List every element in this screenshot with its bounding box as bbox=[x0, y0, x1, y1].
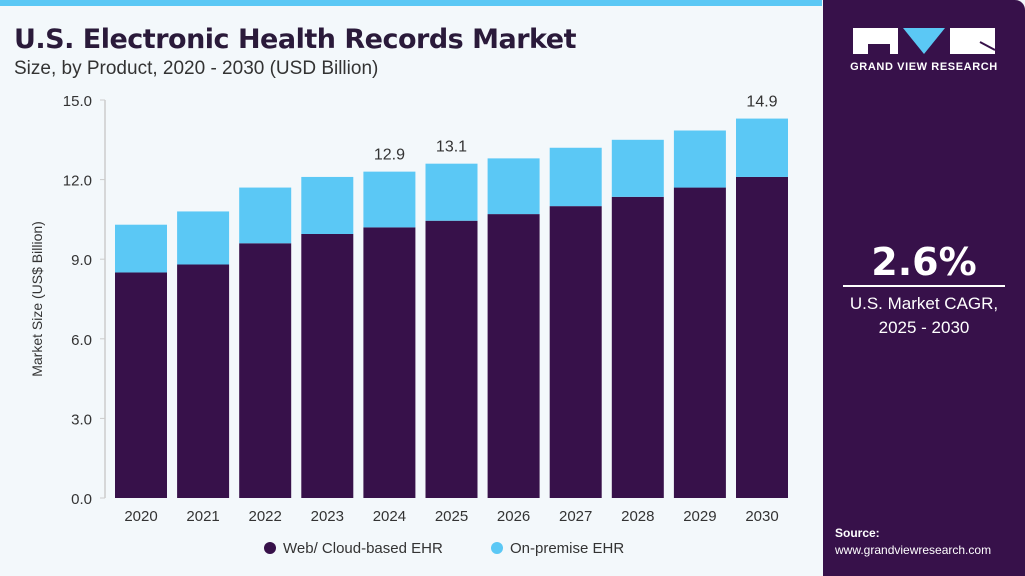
y-axis-label: Market Size (US$ Billion) bbox=[29, 221, 45, 377]
bar-on-premise-2029 bbox=[673, 130, 726, 188]
legend-label: On-premise EHR bbox=[510, 540, 624, 557]
x-tick-label: 2023 bbox=[311, 508, 344, 525]
bar-on-premise-2027 bbox=[549, 147, 602, 207]
data-label-2030: 14.9 bbox=[746, 94, 777, 111]
legend-marker bbox=[491, 542, 503, 554]
bar-on-premise-2024 bbox=[363, 171, 416, 228]
x-tick-label: 2025 bbox=[435, 508, 468, 525]
source-label: Source: bbox=[835, 526, 880, 540]
data-label-2025: 13.1 bbox=[436, 139, 467, 156]
bar-on-premise-2020 bbox=[115, 224, 167, 273]
top-accent-bar bbox=[0, 0, 822, 6]
x-tick-label: 2022 bbox=[249, 508, 282, 525]
x-tick-label: 2026 bbox=[497, 508, 530, 525]
chart-title: U.S. Electronic Health Records Market bbox=[14, 24, 577, 55]
bar-web-cloud-2025 bbox=[425, 220, 478, 498]
bar-web-cloud-2030 bbox=[736, 176, 788, 499]
y-tick-label: 3.0 bbox=[71, 411, 92, 428]
gvr-logo-icon bbox=[853, 28, 995, 54]
data-label-2024: 12.9 bbox=[374, 147, 405, 164]
bar-web-cloud-2028 bbox=[611, 196, 664, 498]
cagr-label: U.S. Market CAGR, 2025 - 2030 bbox=[823, 292, 1025, 340]
x-tick-label: 2024 bbox=[373, 508, 406, 525]
x-tick-label: 2020 bbox=[124, 508, 157, 525]
x-tick-label: 2021 bbox=[186, 508, 219, 525]
bar-web-cloud-2023 bbox=[301, 233, 354, 498]
y-tick-label: 9.0 bbox=[71, 252, 92, 269]
logo-text: GRAND VIEW RESEARCH bbox=[850, 61, 998, 73]
bar-on-premise-2025 bbox=[425, 163, 478, 221]
bar-on-premise-2030 bbox=[736, 118, 788, 177]
cagr-value: 2.6% bbox=[871, 240, 977, 284]
bar-web-cloud-2022 bbox=[239, 243, 292, 498]
bar-on-premise-2026 bbox=[487, 158, 540, 215]
x-tick-label: 2030 bbox=[745, 508, 778, 525]
y-tick-label: 15.0 bbox=[63, 93, 92, 110]
legend-marker bbox=[264, 542, 276, 554]
bar-web-cloud-2027 bbox=[549, 206, 602, 498]
sidebar-panel: GRAND VIEW RESEARCH 2.6% U.S. Market CAG… bbox=[823, 0, 1025, 576]
bar-web-cloud-2026 bbox=[487, 214, 540, 499]
y-tick-label: 0.0 bbox=[71, 491, 92, 508]
bar-on-premise-2028 bbox=[611, 139, 664, 197]
bar-on-premise-2022 bbox=[239, 187, 292, 244]
legend-label: Web/ Cloud-based EHR bbox=[283, 540, 443, 557]
bar-web-cloud-2021 bbox=[177, 264, 230, 498]
cagr-label-line2: 2025 - 2030 bbox=[878, 318, 970, 337]
y-tick-label: 6.0 bbox=[71, 332, 92, 349]
bar-web-cloud-2024 bbox=[363, 227, 416, 499]
divider bbox=[843, 285, 1005, 287]
bar-chart: 0.0 3.0 6.0 9.0 12.0 15.0 Market Size (US$ Bil… bbox=[29, 93, 788, 557]
x-tick-label: 2027 bbox=[559, 508, 592, 525]
y-tick-label: 12.0 bbox=[63, 173, 92, 190]
source-url[interactable]: www.grandviewresearch.com bbox=[835, 543, 992, 557]
bar-web-cloud-2020 bbox=[115, 272, 167, 498]
bar-on-premise-2023 bbox=[301, 176, 354, 234]
x-tick-label: 2028 bbox=[621, 508, 654, 525]
chart-subtitle: Size, by Product, 2020 - 2030 (USD Billi… bbox=[14, 58, 379, 79]
bar-on-premise-2021 bbox=[177, 211, 230, 265]
x-tick-label: 2029 bbox=[683, 508, 716, 525]
bar-web-cloud-2029 bbox=[673, 187, 726, 498]
cagr-label-line1: U.S. Market CAGR, bbox=[849, 294, 999, 313]
